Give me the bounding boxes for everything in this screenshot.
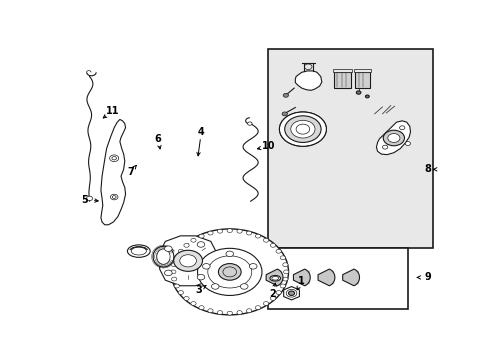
Circle shape — [356, 91, 360, 94]
Circle shape — [225, 251, 233, 257]
Polygon shape — [376, 121, 410, 155]
Circle shape — [282, 277, 287, 281]
Circle shape — [197, 242, 204, 247]
Text: 6: 6 — [154, 134, 161, 144]
FancyBboxPatch shape — [267, 49, 432, 248]
Polygon shape — [332, 69, 351, 72]
Circle shape — [207, 309, 213, 312]
Text: 10: 10 — [262, 141, 275, 151]
Circle shape — [199, 306, 204, 310]
Circle shape — [164, 270, 172, 276]
Circle shape — [174, 256, 179, 260]
Circle shape — [173, 250, 202, 271]
Circle shape — [180, 255, 196, 267]
Circle shape — [211, 284, 219, 289]
Circle shape — [217, 311, 222, 315]
Circle shape — [202, 264, 210, 269]
Polygon shape — [101, 120, 125, 225]
Circle shape — [284, 116, 321, 143]
Circle shape — [288, 291, 294, 296]
Circle shape — [183, 243, 189, 247]
Circle shape — [399, 126, 404, 130]
Circle shape — [282, 263, 287, 267]
Circle shape — [178, 249, 183, 253]
Circle shape — [246, 309, 251, 312]
Polygon shape — [293, 269, 309, 286]
Circle shape — [207, 256, 251, 288]
Circle shape — [365, 95, 368, 98]
Polygon shape — [354, 72, 369, 87]
Circle shape — [237, 311, 242, 315]
Text: 9: 9 — [424, 273, 430, 283]
Text: 5: 5 — [81, 195, 88, 205]
Polygon shape — [353, 69, 370, 72]
FancyBboxPatch shape — [267, 248, 407, 309]
Circle shape — [190, 238, 196, 242]
Circle shape — [171, 263, 177, 267]
Circle shape — [217, 229, 222, 233]
Text: 3: 3 — [195, 285, 201, 296]
Circle shape — [170, 270, 176, 274]
Circle shape — [275, 291, 281, 294]
Circle shape — [270, 243, 275, 247]
Circle shape — [247, 122, 252, 125]
Circle shape — [279, 112, 326, 146]
Circle shape — [199, 234, 204, 238]
Circle shape — [255, 306, 260, 310]
Ellipse shape — [127, 245, 150, 257]
Text: 1: 1 — [298, 276, 305, 286]
Circle shape — [283, 270, 288, 274]
Polygon shape — [295, 71, 321, 90]
Circle shape — [86, 196, 92, 201]
Circle shape — [275, 249, 281, 253]
Circle shape — [226, 229, 232, 233]
Polygon shape — [317, 269, 334, 286]
Circle shape — [263, 238, 268, 242]
Circle shape — [282, 112, 287, 116]
Ellipse shape — [153, 246, 174, 267]
Circle shape — [190, 302, 196, 306]
Circle shape — [207, 231, 213, 235]
Circle shape — [178, 291, 183, 294]
Polygon shape — [265, 269, 283, 286]
Circle shape — [382, 145, 387, 149]
Polygon shape — [159, 236, 216, 286]
Ellipse shape — [269, 275, 280, 281]
Circle shape — [183, 297, 189, 300]
Circle shape — [280, 284, 285, 288]
Circle shape — [174, 284, 179, 288]
Circle shape — [246, 231, 251, 235]
Circle shape — [280, 256, 285, 260]
Circle shape — [387, 134, 399, 143]
Text: 8: 8 — [423, 164, 430, 174]
Circle shape — [249, 264, 257, 269]
Text: 11: 11 — [106, 106, 119, 116]
Circle shape — [383, 130, 404, 146]
Circle shape — [171, 277, 177, 281]
Text: 7: 7 — [127, 167, 134, 177]
Polygon shape — [333, 72, 350, 87]
Circle shape — [226, 311, 232, 315]
Circle shape — [255, 234, 260, 238]
Circle shape — [263, 302, 268, 306]
Circle shape — [197, 248, 262, 296]
Circle shape — [218, 264, 241, 280]
Polygon shape — [342, 269, 359, 286]
Circle shape — [240, 284, 247, 289]
Circle shape — [283, 93, 288, 97]
Polygon shape — [283, 287, 299, 300]
Circle shape — [197, 274, 204, 280]
Text: 2: 2 — [269, 289, 275, 299]
Circle shape — [237, 229, 242, 233]
Circle shape — [164, 246, 172, 251]
Circle shape — [290, 120, 314, 138]
Circle shape — [171, 229, 288, 315]
Text: 4: 4 — [198, 127, 204, 137]
Circle shape — [405, 141, 410, 145]
Circle shape — [270, 297, 275, 300]
